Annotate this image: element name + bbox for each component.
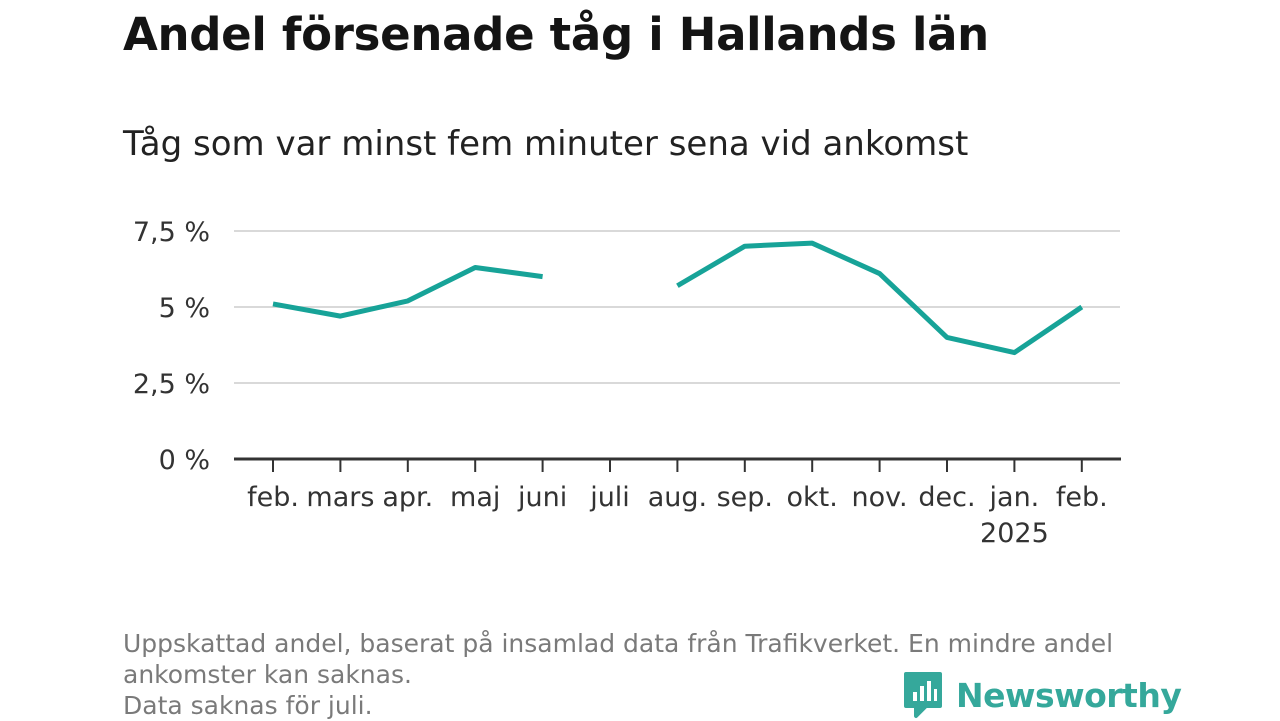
x-tick-label: apr. [382,482,433,513]
x-tick-label: aug. [648,482,707,513]
x-tick-label: sep. [717,482,773,513]
x-tick-sublabel: 2025 [980,518,1049,549]
chart-bubble-icon [904,672,942,718]
series-line [676,240,1084,356]
x-tick-label: feb. [247,482,299,513]
series-line [272,264,543,319]
x-tick-label: nov. [852,482,908,513]
gridlines [234,230,1120,384]
chart-subtitle: Tåg som var minst fem minuter sena vid a… [123,124,969,164]
footnote-line-3: Data saknas för juli. [123,691,373,720]
x-tick-label: okt. [787,482,838,513]
x-tick-label: maj [450,482,500,513]
x-tick-label: mars [306,482,374,513]
x-tick-label: dec. [918,482,975,513]
footnote-line-1: Uppskattad andel, baserat på insamlad da… [123,629,1114,658]
x-tick-label: juli [589,482,630,513]
chart-footnote: Uppskattad andel, baserat på insamlad da… [123,628,1163,721]
y-tick-label: 0 % [159,445,210,476]
x-tick-label: jan. [989,482,1040,513]
chart-title: Andel försenade tåg i Hallands län [123,8,989,61]
footnote-line-2: ankomster kan saknas. [123,660,412,689]
y-tick-label: 7,5 % [133,217,210,248]
series-lines [272,240,1084,356]
x-axis: feb. mars apr. maj juni juli aug. sep. okt. nov. d… [234,457,1121,549]
line-chart: 0 %2,5 %5 %7,5 % feb. mars apr. maj juni juli… [133,217,1121,549]
y-axis-ticks: 0 % 2,5 % 5 % 7,5 % [133,217,210,476]
brand-name: Newsworthy [956,675,1182,715]
x-tick-label: feb. [1056,482,1108,513]
y-tick-label: 5 % [159,293,210,324]
newsworthy-logo[interactable]: Newsworthy [902,670,1182,720]
y-tick-label: 2,5 % [133,369,210,400]
x-tick-label: juni [517,482,567,513]
